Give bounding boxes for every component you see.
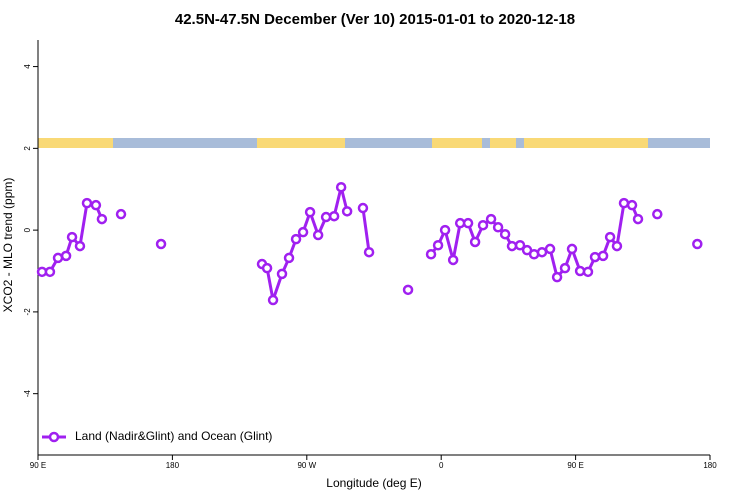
point [544,243,556,255]
land-band [38,138,113,148]
point [283,252,295,264]
point [604,231,616,243]
y-tick-label: -4 [23,390,32,398]
point [341,206,353,217]
point [566,243,578,255]
land-band [490,138,516,148]
point [96,213,108,225]
point [290,233,302,245]
point [363,246,375,258]
ocean-band [38,138,710,148]
x-tick-label: 180 [703,461,717,470]
x-tick-label: 180 [166,461,180,470]
point [506,240,518,252]
point [297,226,309,238]
point [589,251,601,263]
point [469,236,481,248]
point [536,246,548,258]
point [582,266,594,278]
point [304,206,316,218]
x-axis-label: Longitude (deg E) [326,476,421,490]
series-line [42,187,697,300]
point [320,211,332,223]
point [432,240,444,251]
point [514,240,526,251]
x-tick-label: 90 E [567,461,583,470]
point [44,266,56,278]
y-tick-label: 4 [23,64,32,69]
point [632,213,644,225]
x-tick-label: 90 E [30,461,46,470]
point [267,294,279,306]
point [439,224,451,236]
point [652,208,663,220]
point [261,262,273,274]
point [357,202,369,214]
point [499,228,511,240]
point [425,248,437,260]
point [597,250,609,262]
x-tick-label: 0 [439,461,444,470]
land-band [432,138,482,148]
point [492,222,504,233]
point [81,197,93,209]
x-tick-label: 90 W [297,461,316,470]
point [66,231,78,243]
point [551,271,563,283]
point [626,199,638,211]
point [402,284,414,296]
point [328,210,340,222]
land-ocean-strip [38,138,710,148]
point [611,240,623,252]
land-band [257,138,345,148]
point [312,229,324,241]
point [477,219,489,231]
point [692,238,703,250]
legend-label: Land (Nadir&Glint) and Ocean (Glint) [75,429,272,443]
chart-title: 42.5N-47.5N December (Ver 10) 2015-01-01… [175,11,575,28]
legend-marker [48,431,60,443]
point [485,213,497,225]
point [447,254,459,266]
land-band [524,138,648,148]
point [74,240,86,252]
point [90,199,102,211]
y-tick-label: -2 [23,308,32,316]
y-axis-label: XCO2 - MLO trend (ppm) [1,178,15,313]
point [115,208,127,220]
y-tick-label: 0 [23,227,32,232]
point [155,238,167,250]
point [559,262,571,274]
point [335,181,347,193]
y-tick-label: 2 [23,146,32,151]
point [60,250,72,262]
point [276,268,288,280]
point [462,217,474,229]
point [52,252,64,264]
point [618,197,630,209]
